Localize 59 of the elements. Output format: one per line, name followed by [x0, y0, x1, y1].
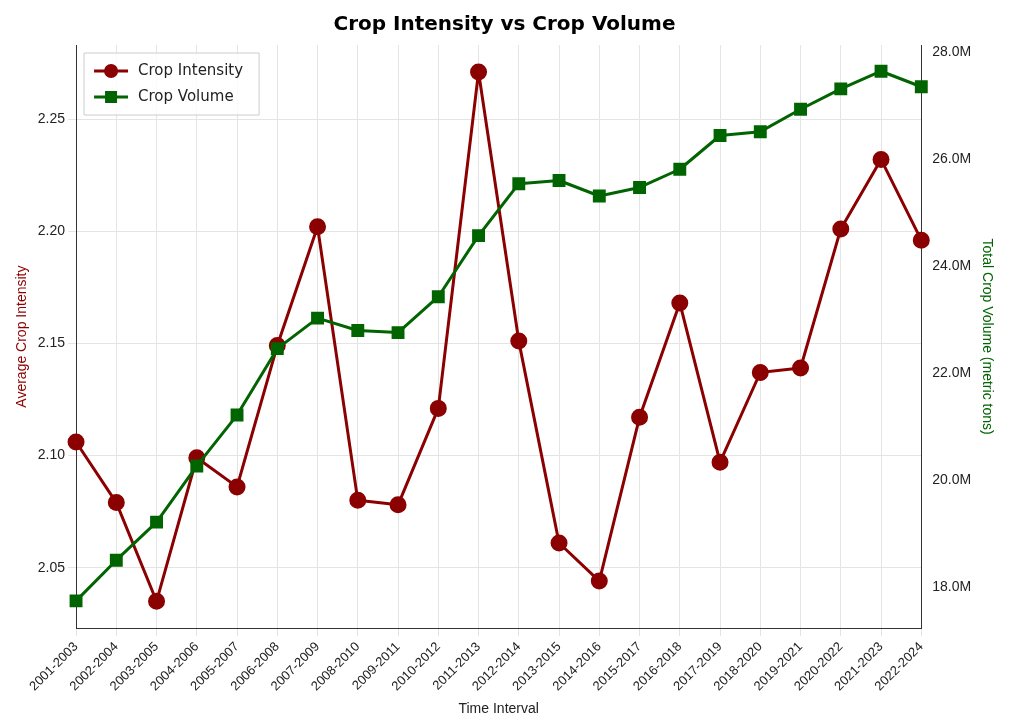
y-tick-label: 2.10	[37, 446, 66, 463]
y2-tick-label: 28.0M	[932, 42, 972, 59]
point	[351, 324, 365, 337]
legend-label: Crop Volume	[138, 86, 234, 105]
point	[552, 174, 566, 187]
y2-tick-label: 18.0M	[932, 578, 972, 595]
legend-label: Crop Intensity	[138, 60, 244, 79]
point	[711, 453, 729, 471]
y-tick-label: 2.05	[37, 558, 66, 575]
point	[792, 359, 810, 377]
point	[794, 102, 807, 116]
point	[751, 363, 769, 381]
point	[592, 189, 606, 203]
point	[148, 592, 166, 610]
point	[713, 129, 727, 142]
point	[228, 478, 246, 496]
y2-tick-label: 22.0M	[932, 364, 972, 381]
y2-tick-label: 20.0M	[932, 471, 972, 488]
point	[631, 408, 649, 426]
y2-tick-label: 26.0M	[932, 149, 972, 166]
point	[633, 181, 646, 194]
point	[389, 496, 407, 514]
x-axis-title: Time Interval	[458, 700, 539, 717]
y-tick-label: 2.20	[37, 222, 66, 239]
point	[190, 459, 204, 473]
point	[872, 150, 890, 168]
point	[69, 594, 83, 608]
point	[874, 64, 888, 78]
y-tick-label: 2.15	[37, 334, 66, 351]
point	[832, 220, 850, 238]
point	[673, 162, 687, 176]
point	[590, 572, 608, 590]
point	[510, 332, 528, 350]
point	[109, 553, 123, 567]
point	[431, 290, 445, 304]
point	[753, 125, 767, 139]
y2-tick-label: 24.0M	[932, 257, 972, 274]
point	[311, 311, 324, 325]
y2-axis-title: Total Crop Volume (metric tons)	[979, 238, 996, 435]
point	[834, 82, 848, 96]
y-tick-label: 2.25	[37, 109, 66, 126]
y-axis-title: Average Crop Intensity	[13, 265, 30, 408]
point	[150, 515, 163, 529]
point	[429, 399, 447, 417]
point	[470, 63, 488, 81]
point	[67, 433, 85, 451]
point	[912, 231, 930, 249]
point	[550, 534, 568, 552]
point	[309, 218, 327, 236]
point	[230, 408, 244, 422]
chart-title: Crop Intensity vs Crop Volume	[333, 11, 676, 36]
point	[671, 294, 689, 312]
point	[914, 80, 928, 94]
point	[349, 491, 367, 509]
point	[107, 494, 125, 512]
point	[512, 177, 526, 191]
point	[270, 342, 284, 356]
point	[472, 229, 485, 243]
point	[391, 326, 405, 340]
